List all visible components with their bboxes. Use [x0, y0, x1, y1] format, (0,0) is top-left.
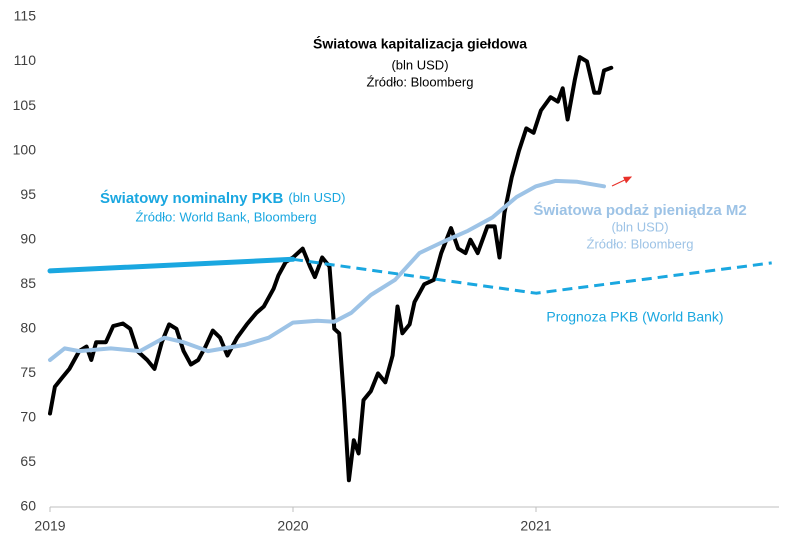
- y-tick-label: 105: [13, 97, 37, 113]
- y-tick-label: 80: [20, 320, 36, 336]
- annotation: (bln USD): [288, 190, 345, 205]
- y-tick-label: 100: [13, 141, 37, 157]
- annotation: Źródło: Bloomberg: [367, 74, 474, 89]
- arrow: [611, 176, 633, 187]
- series-line: [47, 256, 296, 274]
- y-tick-label: 75: [20, 364, 36, 380]
- y-tick-label: 60: [20, 498, 36, 514]
- y-tick-label: 95: [20, 186, 36, 202]
- x-tick-label: 2019: [34, 518, 65, 534]
- series-line: [48, 178, 606, 362]
- series-label: Prognoza PKB (World Bank): [546, 309, 723, 325]
- x-tick-label: 2020: [277, 518, 308, 534]
- y-tick-label: 85: [20, 275, 36, 291]
- series-label: Światowy nominalny PKB: [100, 189, 284, 207]
- annotation: (bln USD): [611, 219, 668, 234]
- y-tick-label: 70: [20, 409, 36, 425]
- y-tick-label: 65: [20, 453, 36, 469]
- series-label: Światowa podaż pieniądza M2: [533, 201, 746, 219]
- y-tick-label: 110: [14, 52, 37, 68]
- series-label: Światowa kapitalizacja giełdowa: [313, 35, 527, 52]
- y-tick-label: 115: [14, 8, 37, 24]
- annotation: (bln USD): [391, 57, 448, 72]
- series-line: [292, 257, 772, 295]
- annotation: Źródło: World Bank, Bloomberg: [135, 209, 316, 224]
- x-tick-label: 2021: [520, 518, 551, 534]
- annotation: Źródło: Bloomberg: [587, 236, 694, 251]
- series-line: [48, 55, 614, 483]
- series-label-group: Światowy nominalny PKB (bln USD): [100, 189, 345, 207]
- y-tick-label: 90: [20, 230, 36, 246]
